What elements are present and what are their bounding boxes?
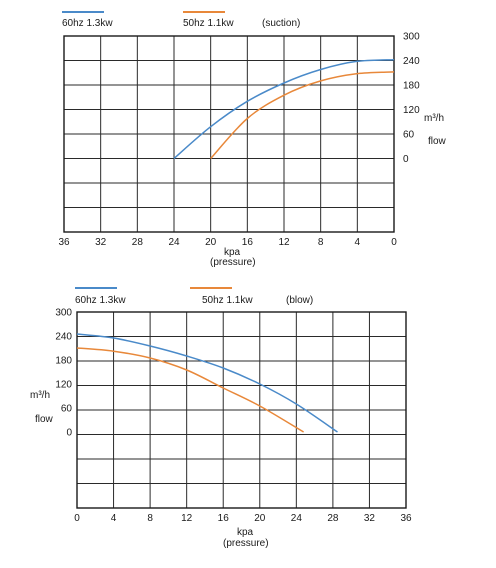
blow-chart: 60hz 1.3kw 50hz 1.1kw (blow) 30024018012… (30, 287, 412, 549)
chart-mode-label: (blow) (286, 295, 313, 306)
x-tick-label: 28 (132, 237, 144, 248)
y-tick-label: 300 (55, 308, 72, 319)
series-line-60hz (173, 58, 395, 160)
blow-grid (76, 311, 407, 509)
x-tick-label: 16 (218, 513, 230, 524)
legend-label-50hz: 50hz 1.1kw (183, 18, 234, 29)
y-tick-label: 60 (403, 130, 415, 141)
legend-label-60hz: 60hz 1.3kw (62, 18, 113, 29)
x-axis-label: kpa (224, 247, 241, 258)
x-axis-label: kpa (237, 527, 254, 538)
y-tick-label: 0 (66, 428, 72, 439)
plot-frame (76, 311, 407, 509)
blow-y-ticks: 300 240 180 120 60 0 (55, 308, 72, 439)
x-tick-label: 4 (355, 237, 361, 248)
x-tick-label: 24 (168, 237, 180, 248)
x-tick-label: 0 (391, 237, 397, 248)
x-tick-label: 4 (111, 513, 117, 524)
y-tick-label: 240 (403, 56, 420, 67)
x-tick-label: 12 (181, 513, 193, 524)
x-tick-label: 28 (327, 513, 339, 524)
x-tick-label: 32 (364, 513, 376, 524)
y-tick-label: 300 (403, 32, 420, 43)
legend-label-50hz: 50hz 1.1kw (202, 295, 253, 306)
series-line-60hz (76, 333, 338, 433)
y-tick-label: 180 (403, 81, 420, 92)
x-tick-label: 0 (74, 513, 80, 524)
series-line-50hz (210, 71, 395, 160)
y-tick-label: 120 (403, 105, 420, 116)
plot-frame (63, 35, 395, 233)
y-axis-sublabel: flow (35, 414, 54, 425)
y-tick-label: 0 (403, 154, 409, 165)
y-tick-label: 120 (55, 380, 72, 391)
y-tick-label: 60 (61, 404, 73, 415)
suction-y-ticks: 300 240 180 120 60 0 (403, 32, 420, 166)
y-axis-sublabel: flow (428, 136, 447, 147)
blow-x-ticks: 0 4 8 12 16 20 24 28 32 36 (74, 513, 412, 524)
suction-grid (63, 35, 395, 233)
series-line-50hz (76, 347, 304, 433)
x-tick-label: 20 (205, 237, 217, 248)
y-axis-label: m³/h (424, 113, 444, 124)
x-tick-label: 36 (58, 237, 70, 248)
y-tick-label: 180 (55, 356, 72, 367)
x-tick-label: 32 (95, 237, 107, 248)
suction-series (173, 58, 395, 160)
suction-x-ticks: 36 32 28 24 20 16 12 8 4 0 (58, 237, 397, 248)
legend-label-60hz: 60hz 1.3kw (75, 295, 126, 306)
x-tick-label: 36 (400, 513, 412, 524)
y-tick-label: 240 (55, 332, 72, 343)
x-tick-label: 8 (147, 513, 153, 524)
chart-mode-label: (suction) (262, 18, 300, 29)
suction-chart: 60hz 1.3kw 50hz 1.1kw (suction) 30024018… (58, 11, 447, 268)
x-tick-label: 12 (278, 237, 290, 248)
x-axis-sublabel: (pressure) (223, 538, 269, 549)
x-tick-label: 20 (254, 513, 266, 524)
x-axis-sublabel: (pressure) (210, 257, 256, 268)
x-tick-label: 24 (291, 513, 303, 524)
blow-series (76, 333, 338, 433)
y-axis-label: m³/h (30, 390, 50, 401)
x-tick-label: 16 (242, 237, 254, 248)
x-tick-label: 8 (318, 237, 324, 248)
